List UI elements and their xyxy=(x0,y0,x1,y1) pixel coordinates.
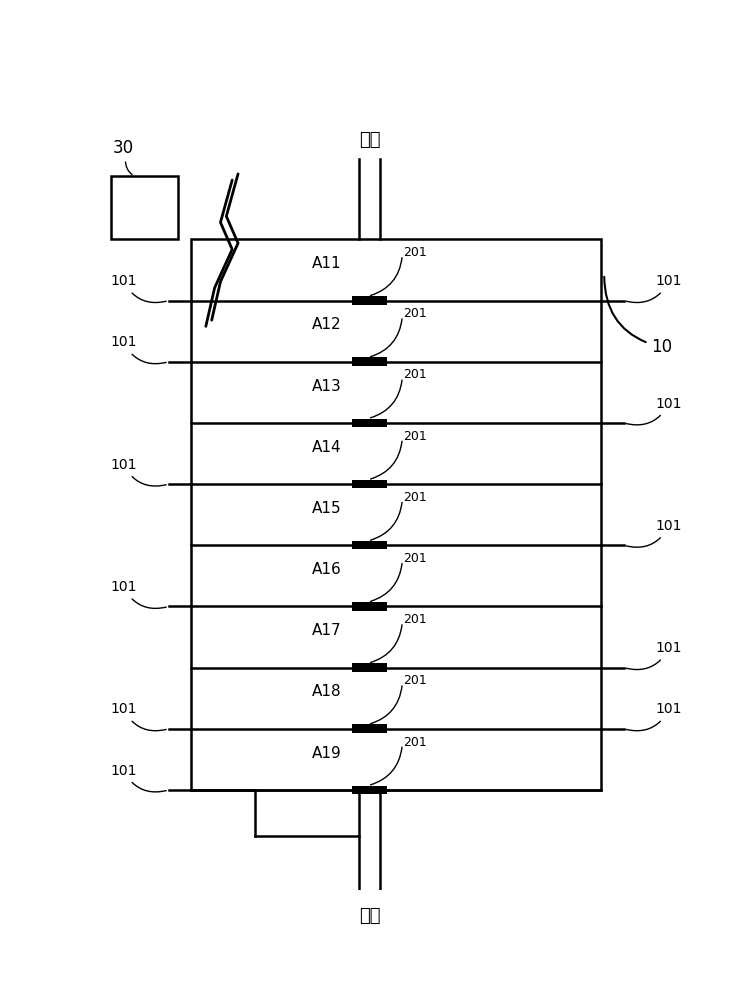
Text: 10: 10 xyxy=(604,277,672,356)
Bar xyxy=(352,663,387,672)
Text: 201: 201 xyxy=(404,552,427,565)
Text: 101: 101 xyxy=(626,274,683,303)
Text: A19: A19 xyxy=(311,746,342,761)
Text: A14: A14 xyxy=(311,440,341,455)
Bar xyxy=(352,480,387,488)
Bar xyxy=(352,357,387,366)
Text: A13: A13 xyxy=(311,379,342,394)
Text: A11: A11 xyxy=(311,256,341,271)
Bar xyxy=(352,419,387,427)
Bar xyxy=(352,541,387,549)
Text: 201: 201 xyxy=(404,307,427,320)
Text: A12: A12 xyxy=(311,317,341,332)
Text: 30: 30 xyxy=(113,139,134,157)
Bar xyxy=(352,724,387,733)
Bar xyxy=(352,602,387,611)
Bar xyxy=(191,239,601,790)
Text: 入口: 入口 xyxy=(359,907,380,925)
Text: 101: 101 xyxy=(110,764,166,792)
Text: 101: 101 xyxy=(110,702,166,731)
Text: 101: 101 xyxy=(626,641,683,670)
Text: 201: 201 xyxy=(404,246,427,259)
Text: A17: A17 xyxy=(311,623,341,638)
Text: 201: 201 xyxy=(404,613,427,626)
Text: 201: 201 xyxy=(404,674,427,687)
Text: 201: 201 xyxy=(404,430,427,443)
Text: 201: 201 xyxy=(404,491,427,504)
Text: 101: 101 xyxy=(110,458,166,486)
Text: 出口: 出口 xyxy=(359,131,380,149)
Text: A16: A16 xyxy=(311,562,342,577)
Text: 101: 101 xyxy=(110,335,166,364)
Text: 101: 101 xyxy=(110,580,166,608)
Bar xyxy=(352,296,387,305)
Bar xyxy=(111,176,178,239)
Text: 201: 201 xyxy=(404,368,427,381)
Text: 101: 101 xyxy=(626,702,683,731)
Text: 101: 101 xyxy=(626,397,683,425)
Text: 101: 101 xyxy=(110,274,166,303)
Text: 101: 101 xyxy=(626,519,683,547)
Text: 201: 201 xyxy=(404,736,427,749)
Bar xyxy=(352,786,387,794)
Text: A18: A18 xyxy=(311,684,341,699)
Text: A15: A15 xyxy=(311,501,341,516)
